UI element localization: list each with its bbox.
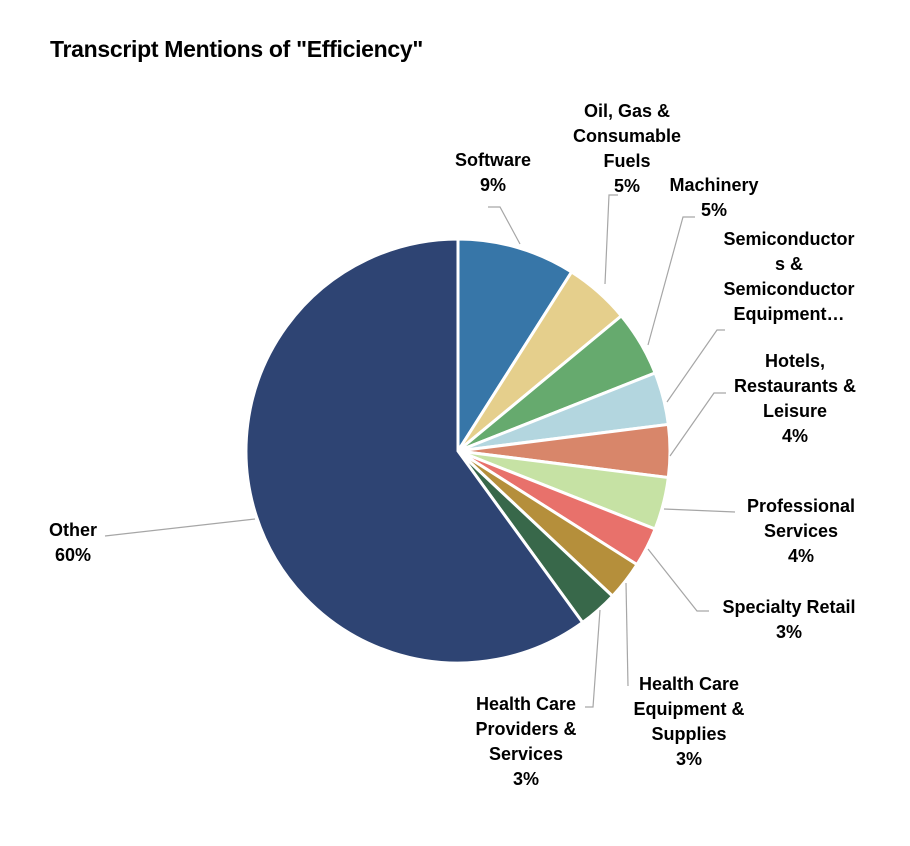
leader-line-2 — [604, 194, 618, 285]
slice-label-6: Professional Services 4% — [747, 496, 855, 566]
leader-lines — [104, 194, 736, 708]
slice-label-8: Health Care Equipment & Supplies 3% — [634, 674, 745, 769]
chart-title: Transcript Mentions of "Efficiency" — [50, 36, 423, 62]
leader-line-1 — [488, 206, 521, 245]
leader-line-5 — [669, 392, 726, 457]
leader-line-8 — [625, 582, 629, 687]
slice-label-4: Semiconductor s & Semiconductor Equipment… — [723, 229, 854, 324]
slice-labels: Software 9% Oil, Gas & Consumable Fuels 5% Mac… — [49, 101, 856, 789]
leader-line-10 — [104, 518, 256, 537]
pie-slice-10 — [244, 237, 585, 665]
slice-label-5: Hotels, Restaurants & Leisure 4% — [734, 351, 856, 446]
slice-label-3: Machinery 5% — [669, 175, 758, 220]
slice-label-2: Oil, Gas & Consumable Fuels 5% — [573, 101, 681, 196]
leader-line-4 — [666, 329, 725, 403]
leader-line-9 — [585, 609, 601, 708]
leader-line-3 — [647, 216, 695, 346]
leader-line-6 — [663, 508, 736, 513]
pie-slices — [244, 237, 672, 665]
slice-label-7: Specialty Retail 3% — [722, 597, 855, 642]
slice-label-10: Other 60% — [49, 520, 97, 565]
leader-line-7 — [647, 548, 709, 612]
slice-label-1: Software 9% — [455, 150, 531, 195]
slice-label-9: Health Care Providers & Services 3% — [475, 694, 576, 789]
pie-slice-1 — [456, 237, 574, 457]
